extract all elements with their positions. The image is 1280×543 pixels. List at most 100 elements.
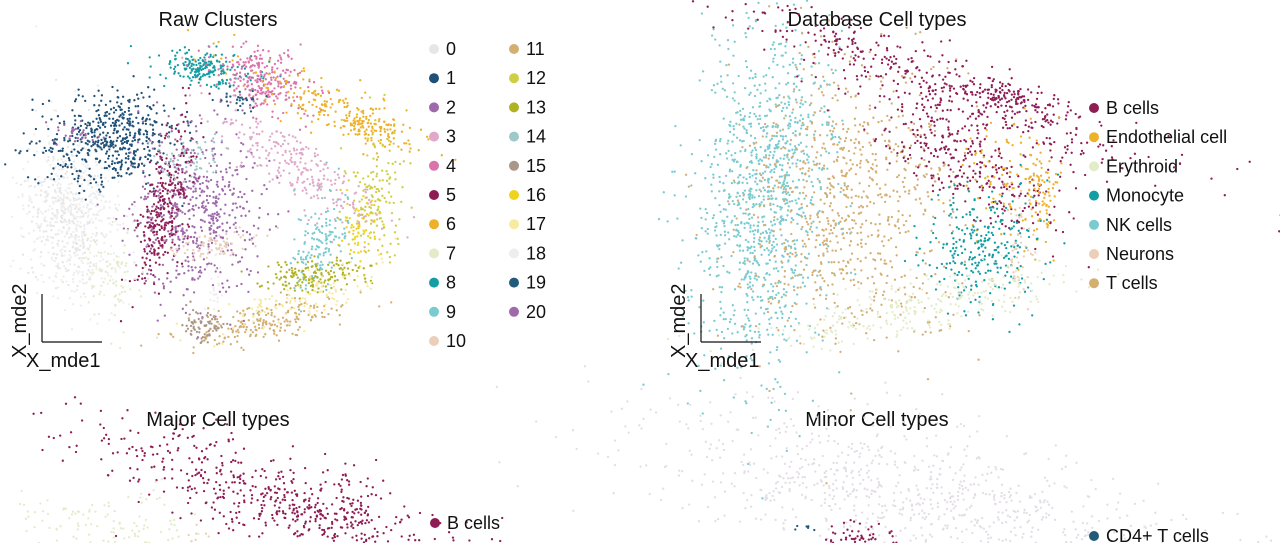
data-point	[97, 89, 100, 92]
data-point	[195, 311, 198, 314]
data-point	[324, 221, 328, 224]
data-point	[69, 212, 73, 215]
data-point	[102, 185, 105, 189]
data-point	[197, 62, 201, 65]
data-point	[797, 178, 801, 182]
data-point	[343, 101, 346, 105]
data-point	[174, 215, 178, 218]
data-point	[161, 282, 165, 285]
data-point	[309, 284, 313, 288]
data-point	[151, 128, 155, 131]
data-point	[216, 275, 220, 278]
data-point	[714, 38, 717, 41]
data-point	[229, 343, 232, 346]
data-point	[259, 120, 262, 123]
data-point	[248, 56, 252, 59]
data-point	[208, 221, 212, 225]
data-point	[325, 100, 329, 103]
data-point	[777, 142, 780, 145]
data-point	[252, 131, 255, 134]
data-point	[375, 172, 379, 175]
data-point	[298, 71, 302, 75]
data-point	[369, 222, 373, 225]
data-point	[118, 161, 121, 164]
data-point	[304, 266, 308, 270]
data-point	[311, 288, 314, 292]
data-point	[352, 250, 356, 254]
data-point	[74, 207, 77, 210]
data-point	[239, 205, 242, 208]
data-point	[265, 323, 268, 326]
data-point	[84, 136, 87, 139]
data-point	[397, 145, 400, 148]
data-point	[367, 133, 370, 137]
data-point	[258, 156, 261, 159]
data-point	[784, 114, 787, 117]
data-point	[78, 249, 81, 252]
data-point	[57, 129, 60, 132]
data-point	[20, 227, 23, 230]
data-point	[267, 265, 270, 268]
data-point	[202, 152, 205, 156]
data-point	[212, 171, 215, 174]
data-point	[56, 187, 60, 190]
data-point	[190, 149, 194, 152]
data-point	[36, 237, 39, 240]
data-point	[362, 112, 365, 115]
data-point	[199, 84, 202, 87]
data-point	[127, 99, 130, 102]
data-point	[141, 277, 144, 280]
data-point	[201, 67, 205, 71]
data-point	[51, 246, 55, 249]
data-point	[107, 179, 110, 183]
data-point	[267, 81, 271, 84]
data-point	[774, 24, 777, 28]
data-point	[215, 343, 219, 346]
data-point	[196, 152, 200, 155]
data-point	[204, 53, 207, 57]
data-point	[317, 197, 320, 200]
data-point	[177, 209, 180, 213]
data-point	[145, 205, 149, 208]
legend-label: 20	[526, 302, 546, 322]
data-point	[50, 118, 53, 121]
data-point	[353, 278, 356, 282]
legend-marker	[429, 277, 439, 288]
data-point	[197, 270, 201, 274]
data-point	[73, 100, 77, 103]
legend-label: 17	[526, 214, 546, 234]
data-point	[257, 326, 261, 330]
data-point	[293, 161, 296, 164]
data-point	[357, 226, 360, 230]
data-point	[102, 131, 105, 134]
data-point	[175, 167, 178, 170]
data-point	[240, 195, 244, 199]
data-point	[390, 211, 394, 215]
data-point	[276, 169, 280, 172]
data-point	[758, 188, 761, 191]
data-point	[57, 229, 60, 232]
data-point	[344, 172, 347, 175]
data-point	[345, 114, 348, 117]
data-point	[269, 56, 272, 60]
legend-marker	[509, 131, 519, 142]
data-point	[175, 276, 178, 279]
data-point	[73, 168, 76, 171]
data-point	[99, 208, 102, 212]
data-point	[77, 235, 80, 238]
data-point	[334, 219, 337, 223]
data-point	[207, 60, 211, 63]
data-point	[218, 81, 222, 84]
data-point	[183, 150, 186, 153]
data-point	[162, 287, 166, 290]
data-point	[234, 324, 237, 328]
data-point	[88, 244, 92, 247]
data-point	[89, 318, 92, 321]
data-point	[44, 216, 47, 219]
data-point	[216, 322, 220, 325]
data-point	[342, 292, 345, 296]
data-point	[271, 115, 274, 119]
data-point	[773, 170, 776, 174]
legend-label: 1	[446, 68, 456, 88]
data-point	[143, 187, 147, 191]
